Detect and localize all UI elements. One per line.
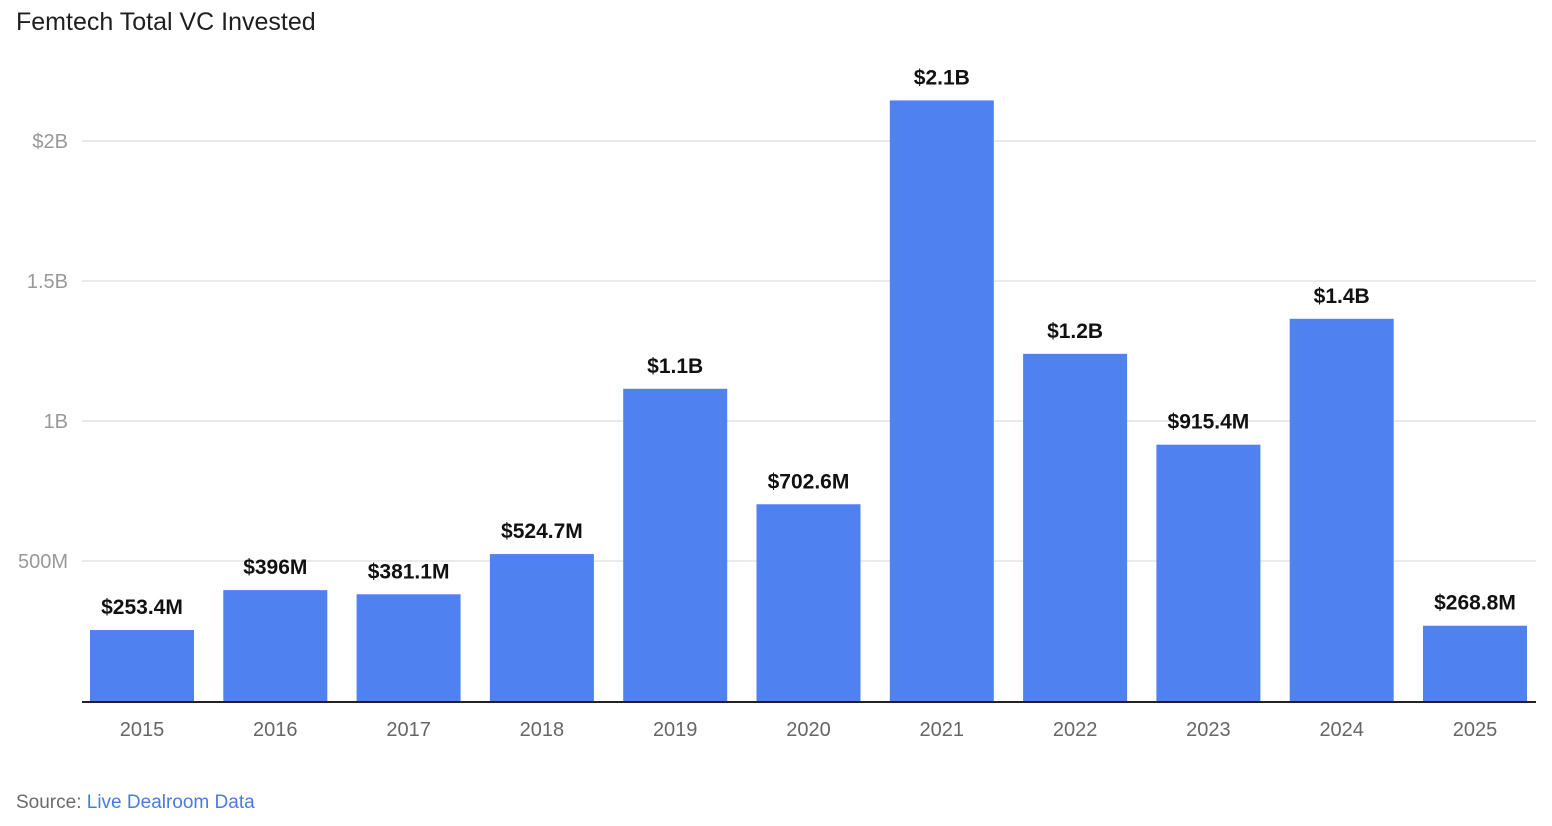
data-label: $702.6M	[768, 470, 850, 493]
x-tick-label: 2017	[386, 719, 431, 741]
bar	[1423, 625, 1527, 701]
bar	[223, 590, 328, 701]
bar	[623, 388, 728, 701]
data-label: $253.4M	[101, 596, 183, 619]
data-label: $1.2B	[1047, 320, 1103, 343]
chart-title: Femtech Total VC Invested	[16, 8, 316, 36]
bar	[1023, 353, 1128, 701]
bar	[489, 554, 594, 701]
bar	[1289, 318, 1394, 701]
x-tick-label: 2022	[1053, 719, 1098, 741]
bar	[1156, 444, 1261, 701]
x-tick-label: 2019	[653, 719, 698, 741]
bar	[756, 504, 861, 701]
x-tick-label: 2016	[253, 719, 298, 741]
data-label: $1.4B	[1314, 285, 1370, 308]
source-line: Source: Live Dealroom Data	[16, 792, 255, 814]
source-link[interactable]: Live Dealroom Data	[86, 792, 255, 813]
bar-chart: 500M 1B 1.5B $2B $253.4M 2015 $396M 2016 $381.1M…	[18, 66, 1536, 741]
bar	[889, 100, 994, 701]
data-label: $268.8M	[1434, 592, 1516, 615]
x-tick-label: 2021	[920, 719, 965, 741]
data-label: $524.7M	[501, 520, 583, 543]
source-prefix: Source:	[16, 792, 82, 813]
bar	[356, 594, 461, 701]
data-label: $396M	[243, 556, 307, 579]
x-tick-label: 2024	[1319, 719, 1364, 741]
bar	[90, 630, 194, 701]
data-label: $381.1M	[368, 560, 450, 583]
x-tick-label: 2020	[786, 719, 831, 741]
x-tick-label: 2018	[520, 719, 565, 741]
x-tick-label: 2025	[1453, 719, 1498, 741]
data-label: $1.1B	[647, 355, 703, 378]
x-tick-label: 2023	[1186, 719, 1231, 741]
data-label: $915.4M	[1168, 411, 1250, 434]
x-tick-label: 2015	[120, 719, 165, 741]
y-tick-label: 1.5B	[27, 271, 68, 293]
data-label: $2.1B	[914, 66, 970, 89]
y-tick-label: 500M	[18, 551, 68, 573]
y-tick-label: 1B	[44, 411, 68, 433]
y-tick-label: $2B	[32, 131, 68, 153]
